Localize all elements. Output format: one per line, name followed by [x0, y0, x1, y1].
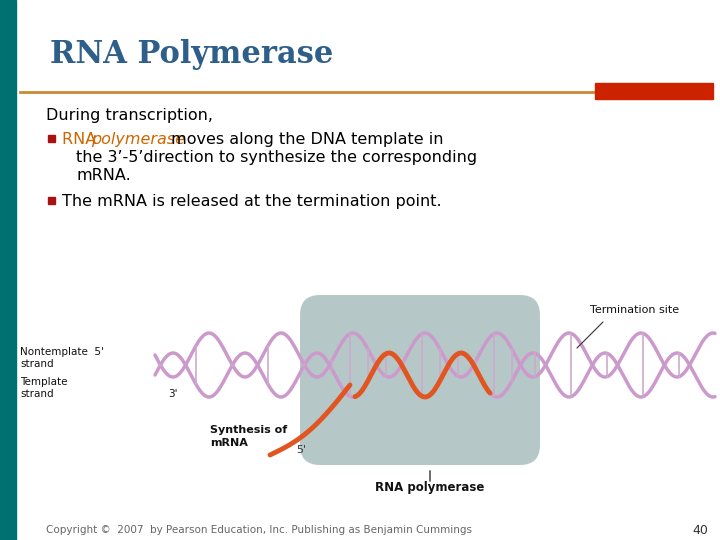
- Text: RNA Polymerase: RNA Polymerase: [50, 39, 333, 71]
- Text: the 3’-5’direction to synthesize the corresponding: the 3’-5’direction to synthesize the cor…: [76, 150, 477, 165]
- Text: RNA: RNA: [62, 132, 102, 147]
- FancyBboxPatch shape: [300, 295, 540, 465]
- Text: strand: strand: [20, 389, 53, 399]
- Text: 5': 5': [296, 445, 306, 455]
- Text: 40: 40: [692, 523, 708, 537]
- Bar: [48, 197, 55, 204]
- Text: polymerase: polymerase: [91, 132, 185, 147]
- Text: Termination site: Termination site: [590, 305, 679, 315]
- Text: mRNA.: mRNA.: [76, 168, 131, 183]
- Text: Template: Template: [20, 377, 68, 387]
- Text: Copyright ©  2007  by Pearson Education, Inc. Publishing as Benjamin Cummings: Copyright © 2007 by Pearson Education, I…: [46, 525, 472, 535]
- Bar: [0, 0, 16, 540]
- Text: Synthesis of: Synthesis of: [210, 425, 287, 435]
- Text: RNA polymerase: RNA polymerase: [375, 482, 485, 495]
- Text: strand: strand: [20, 359, 53, 369]
- Text: mRNA: mRNA: [210, 438, 248, 448]
- Text: Nontemplate  5': Nontemplate 5': [20, 347, 104, 357]
- Text: moves along the DNA template in: moves along the DNA template in: [166, 132, 444, 147]
- Text: The mRNA is released at the termination point.: The mRNA is released at the termination …: [62, 194, 441, 209]
- Text: During transcription,: During transcription,: [46, 108, 213, 123]
- Bar: [595, 83, 713, 99]
- Bar: [48, 135, 55, 142]
- Text: 3': 3': [168, 389, 178, 399]
